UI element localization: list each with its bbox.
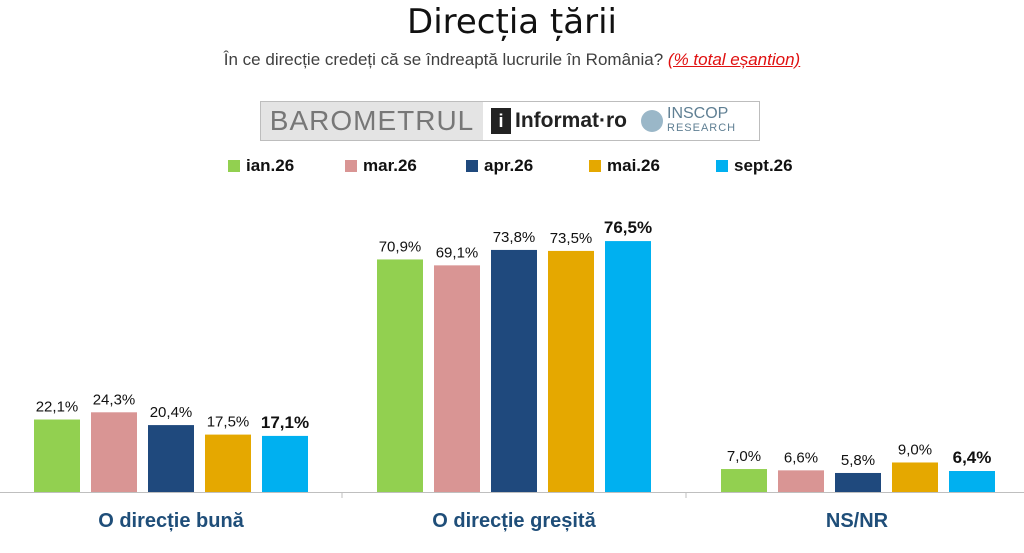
bar-mai.26-0 <box>205 434 251 492</box>
subtitle-question: În ce direcție credeți că se îndreaptă l… <box>223 50 664 69</box>
barometer-logo-banner: BAROMETRUL i Informat·ro INSCOP RESEARCH <box>260 101 760 141</box>
chart-subtitle: În ce direcție credeți că se îndreaptă l… <box>0 50 1024 70</box>
barometrul-logo: BAROMETRUL <box>261 102 483 140</box>
subtitle-note: (% total eșantion) <box>667 50 801 69</box>
chart-title: Direcția țării <box>407 2 617 42</box>
category-label-2: NS/NR <box>826 510 889 532</box>
bar-ian.26-2 <box>721 469 767 492</box>
informat-logo-text: Informat·ro <box>515 109 627 132</box>
informat-logo: i Informat·ro <box>483 102 631 140</box>
bar-apr.26-1 <box>491 249 537 492</box>
bar-sept.26-0 <box>262 435 308 492</box>
data-label-ian.26-0: 22,1% <box>36 399 79 416</box>
legend-swatch-mai.26 <box>589 160 601 172</box>
data-label-apr.26-1: 73,8% <box>493 229 536 246</box>
chart-bars: 22,1% 24,3% 20,4% 17,5% 17,1% 70,9% 69,1% 73,8%… <box>34 218 995 492</box>
data-label-sept.26-2: 6,4% <box>953 448 992 467</box>
inscop-logo-text: INSCOP <box>667 105 729 122</box>
data-label-mar.26-1: 69,1% <box>436 244 479 261</box>
legend-swatch-sept.26 <box>716 160 728 172</box>
bar-mar.26-0 <box>91 412 137 492</box>
bar-sept.26-2 <box>949 471 995 492</box>
legend-label-mar.26: mar.26 <box>363 156 417 175</box>
data-label-mai.26-2: 9,0% <box>898 441 932 458</box>
data-label-apr.26-2: 5,8% <box>841 452 875 469</box>
bar-mar.26-1 <box>434 265 480 492</box>
bar-mar.26-2 <box>778 470 824 492</box>
bar-mai.26-2 <box>892 462 938 492</box>
data-label-mar.26-2: 6,6% <box>784 449 818 466</box>
inscop-research-text: RESEARCH <box>667 122 737 134</box>
legend-swatch-mar.26 <box>345 160 357 172</box>
data-label-ian.26-1: 70,9% <box>379 238 422 255</box>
data-label-sept.26-0: 17,1% <box>261 413 309 432</box>
chart-legend: ian.26 mar.26 apr.26 mai.26 sept.26 <box>228 156 793 175</box>
legend-label-mai.26: mai.26 <box>607 156 660 175</box>
bar-apr.26-2 <box>835 472 881 492</box>
inscop-circle-icon <box>641 110 663 132</box>
data-label-apr.26-0: 20,4% <box>150 404 193 421</box>
legend-label-ian.26: ian.26 <box>246 156 294 175</box>
info-mark-icon: i <box>491 108 511 134</box>
x-axis: O direcție bună O direcție greșită NS/NR <box>0 492 1024 532</box>
data-label-sept.26-1: 76,5% <box>604 218 652 237</box>
bar-sept.26-1 <box>605 241 651 492</box>
legend-label-sept.26: sept.26 <box>734 156 793 175</box>
data-label-ian.26-2: 7,0% <box>727 448 761 465</box>
category-label-1: O direcție greșită <box>432 510 596 532</box>
legend-swatch-apr.26 <box>466 160 478 172</box>
inscop-logo: INSCOP RESEARCH <box>631 102 759 140</box>
bar-apr.26-0 <box>148 425 194 492</box>
bar-ian.26-1 <box>377 259 423 492</box>
bar-ian.26-0 <box>34 419 80 492</box>
category-label-0: O direcție bună <box>98 510 244 532</box>
legend-label-apr.26: apr.26 <box>484 156 533 175</box>
data-label-mai.26-0: 17,5% <box>207 414 250 431</box>
data-label-mar.26-0: 24,3% <box>93 391 136 408</box>
bar-mai.26-1 <box>548 250 594 492</box>
data-label-mai.26-1: 73,5% <box>550 230 593 247</box>
legend-swatch-ian.26 <box>228 160 240 172</box>
